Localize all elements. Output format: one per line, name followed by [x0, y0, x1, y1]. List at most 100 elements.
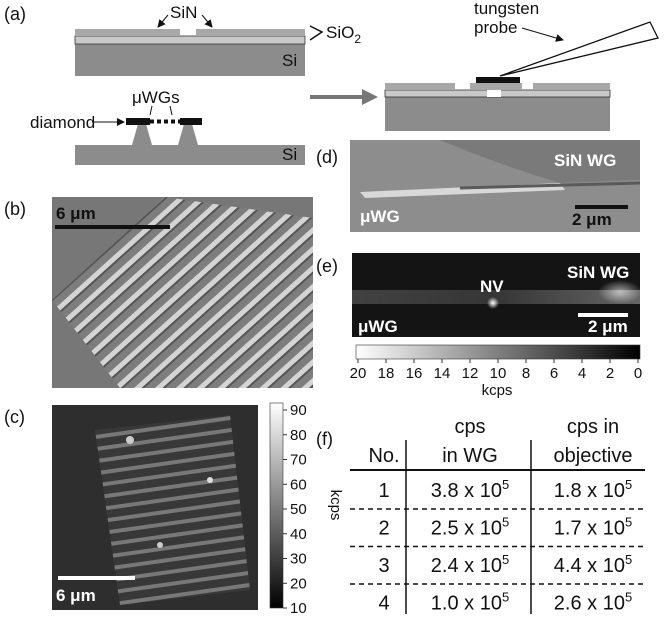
panel-label: (e) [316, 256, 338, 276]
panel-b: (b) 6 μm [4, 197, 313, 388]
cell: 3 [378, 555, 389, 577]
tick-label: 90 [290, 402, 307, 419]
si-substrate [385, 97, 610, 131]
tick-label: 12 [462, 365, 479, 382]
tick-label: 70 [290, 452, 307, 469]
tick-label: 2 [606, 365, 614, 382]
text: SiO [326, 23, 354, 42]
si-substrate [75, 44, 305, 76]
tick-label: 20 [290, 575, 307, 592]
sin-region [440, 140, 640, 183]
text: 1.0 x 10 [431, 593, 502, 615]
text: 2.5 x 10 [431, 518, 502, 540]
text: 1.7 x 10 [554, 518, 625, 540]
pillar [178, 124, 198, 145]
tick-label: 30 [290, 551, 307, 568]
superscript: 5 [502, 477, 509, 492]
nv-spot [487, 297, 499, 309]
cell: 2 [378, 518, 389, 540]
diamond-pad [180, 118, 202, 125]
colorbar-ticks: 90 80 70 60 50 40 30 20 10 [283, 402, 307, 617]
tick-label: 20 [350, 365, 367, 382]
diamond [476, 77, 520, 83]
gap [487, 90, 501, 97]
si-label: Si [282, 145, 297, 164]
pointer [169, 105, 173, 116]
sio2-layer [74, 35, 306, 45]
scale-label: 6 μm [56, 586, 96, 605]
tick-label: 40 [290, 526, 307, 543]
scale-label: 2 μm [572, 210, 612, 229]
tick-label: 14 [434, 365, 451, 382]
superscript: 5 [625, 477, 632, 492]
header: in WG [442, 445, 498, 467]
tick-label: 10 [490, 365, 507, 382]
si-substrate [75, 145, 305, 165]
probe [499, 21, 659, 77]
sio2-label: SiO2 [326, 23, 361, 46]
waveguide-shadow [459, 181, 641, 190]
grating [95, 415, 250, 605]
sin-label: SiN [170, 3, 197, 22]
cell: 1.7 x 105 [554, 515, 632, 540]
cell: 1.8 x 105 [554, 477, 632, 502]
superscript: 5 [502, 590, 509, 605]
panel-label: (b) [4, 199, 26, 219]
colorbar [269, 402, 284, 609]
left-label: μWG [360, 207, 400, 226]
superscript: 5 [502, 552, 509, 567]
colorbar [355, 344, 641, 360]
cell: 4.4 x 105 [554, 552, 632, 577]
colorbar-ticks: 20 18 16 14 12 10 8 6 4 2 0 [350, 359, 642, 382]
cell: 4 [378, 593, 389, 615]
tick-label: 50 [290, 501, 307, 518]
cell: 1 [378, 480, 389, 502]
probe-label: probe [474, 18, 517, 37]
cell: 2.6 x 105 [554, 590, 632, 615]
tick-label: 16 [406, 365, 423, 382]
colorbar-unit: kcps [327, 490, 344, 521]
text: 4.4 x 10 [554, 555, 625, 577]
tick-label: 18 [378, 365, 395, 382]
panel-label: (a) [4, 4, 26, 24]
text: 3.8 x 10 [431, 480, 502, 502]
tick-label: 60 [290, 476, 307, 493]
text: 2.6 x 10 [554, 593, 625, 615]
uwgs-label: μWGs [132, 88, 180, 107]
tick-label: 0 [634, 365, 642, 382]
sin-layer [196, 29, 305, 36]
scale-label: 2 μm [588, 317, 628, 336]
text: 1.8 x 10 [554, 480, 625, 502]
panel-a: (a) SiN SiO2 Si μWGs diamond Si tungste [4, 0, 659, 165]
text: 2.4 x 10 [431, 555, 502, 577]
superscript: 5 [625, 552, 632, 567]
header: cps in [567, 416, 619, 438]
superscript: 5 [502, 515, 509, 530]
superscript: 5 [625, 515, 632, 530]
tick-label: 8 [522, 365, 530, 382]
panel-d: (d) SiN WG μWG 2 μm [316, 140, 641, 232]
pointer [149, 105, 153, 116]
sin-layer [385, 83, 455, 90]
panel-f: (f) No. cps in WG cps in objective 1 3.8 … [316, 416, 645, 615]
cell: 1.0 x 105 [431, 590, 509, 615]
tick-label: 6 [550, 365, 558, 382]
left-label: μWG [358, 317, 398, 336]
brace [309, 25, 324, 41]
panel-label: (d) [316, 147, 338, 167]
sin-layer [75, 29, 180, 36]
spot [157, 542, 163, 548]
header: No. [368, 445, 399, 467]
cell: 2.4 x 105 [431, 552, 509, 577]
grating [52, 197, 313, 388]
cell: 2.5 x 105 [431, 515, 509, 540]
probe-label: tungsten [474, 0, 539, 18]
arrow [157, 14, 169, 28]
arrow [521, 27, 564, 42]
nv-label: NV [480, 277, 504, 296]
header: objective [554, 445, 633, 467]
sin-layer [533, 83, 610, 90]
diamond-label: diamond [30, 113, 95, 132]
scale-label: 6 μm [56, 204, 96, 223]
glow [598, 280, 642, 304]
